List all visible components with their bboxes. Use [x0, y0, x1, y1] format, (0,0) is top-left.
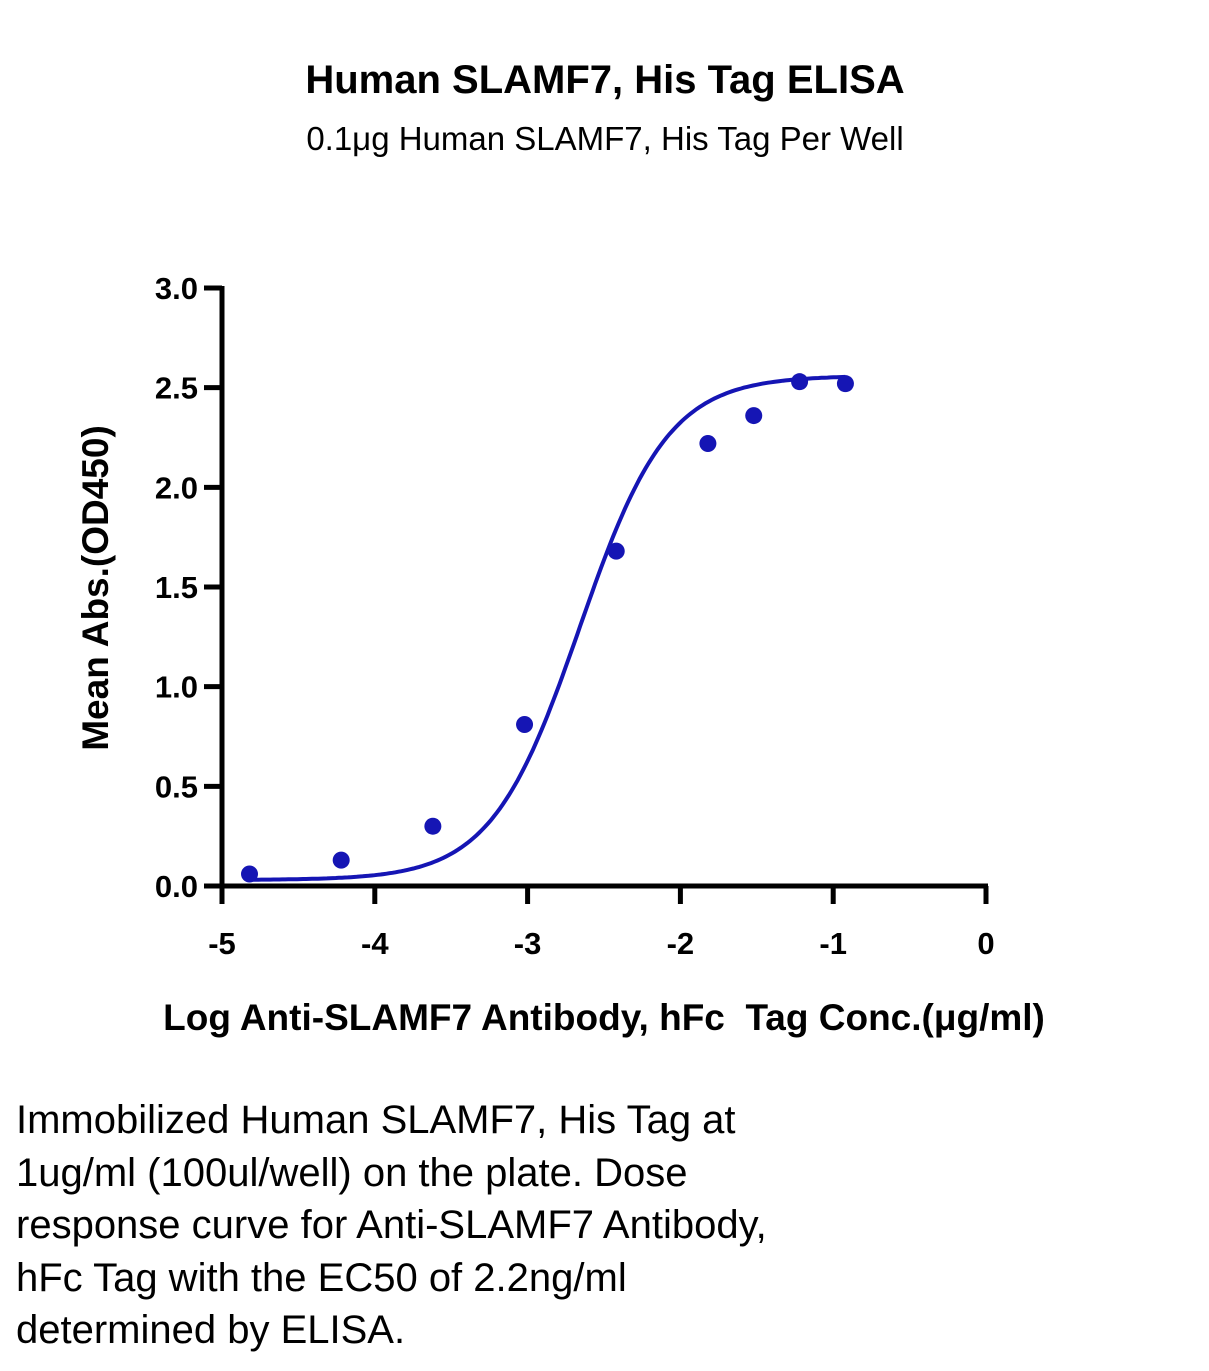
axes	[204, 285, 989, 904]
data-points	[241, 373, 854, 883]
data-point	[791, 373, 809, 391]
caption-line: hFc Tag with the EC50 of 2.2ng/ml	[16, 1255, 627, 1300]
chart-subtitle: 0.1μg Human SLAMF7, His Tag Per Well	[306, 120, 903, 157]
x-tick-label: -2	[667, 926, 695, 961]
caption-line: 1ug/ml (100ul/well) on the plate. Dose	[16, 1150, 688, 1195]
caption-line: response curve for Anti-SLAMF7 Antibody,	[16, 1203, 767, 1247]
data-point	[516, 716, 534, 734]
x-tick-label: -5	[208, 926, 236, 961]
elisa-chart: Human SLAMF7, His Tag ELISA 0.1μg Human …	[75, 58, 1045, 1038]
data-point	[836, 375, 854, 393]
y-tick-label: 2.5	[155, 371, 198, 406]
y-tick-label: 2.0	[155, 470, 198, 505]
fit-curve-line	[249, 374, 846, 882]
data-point	[424, 817, 442, 835]
y-tick-label: 1.0	[155, 670, 198, 705]
chart-title: Human SLAMF7, His Tag ELISA	[305, 58, 904, 102]
data-point	[332, 851, 350, 869]
y-tick-label: 0.0	[155, 869, 198, 904]
x-tick-labels: -5 -4 -3 -2 -1 0	[208, 926, 994, 961]
x-tick-label: -3	[514, 926, 542, 961]
y-tick-label: 0.5	[155, 769, 198, 804]
caption-line: determined by ELISA.	[16, 1308, 406, 1352]
y-tick-labels: 0.0 0.5 1.0 1.5 2.0 2.5 3.0	[155, 271, 198, 904]
data-point	[745, 407, 763, 425]
fit-curve	[249, 374, 846, 882]
x-tick-label: -1	[819, 926, 847, 961]
x-axis-label: Log Anti-SLAMF7 Antibody, hFc Tag Conc.(…	[163, 997, 1045, 1038]
y-tick-label: 1.5	[155, 570, 198, 605]
caption-line: Immobilized Human SLAMF7, His Tag at	[16, 1098, 736, 1142]
figure-caption: Immobilized Human SLAMF7, His Tag at 1ug…	[16, 1094, 1016, 1357]
x-tick-label: 0	[977, 926, 994, 961]
y-axis-label: Mean Abs.(OD450)	[75, 425, 116, 751]
data-point	[699, 434, 717, 452]
data-point	[607, 542, 625, 560]
y-tick-label: 3.0	[155, 271, 198, 306]
data-point	[241, 865, 259, 883]
x-tick-label: -4	[361, 926, 389, 961]
